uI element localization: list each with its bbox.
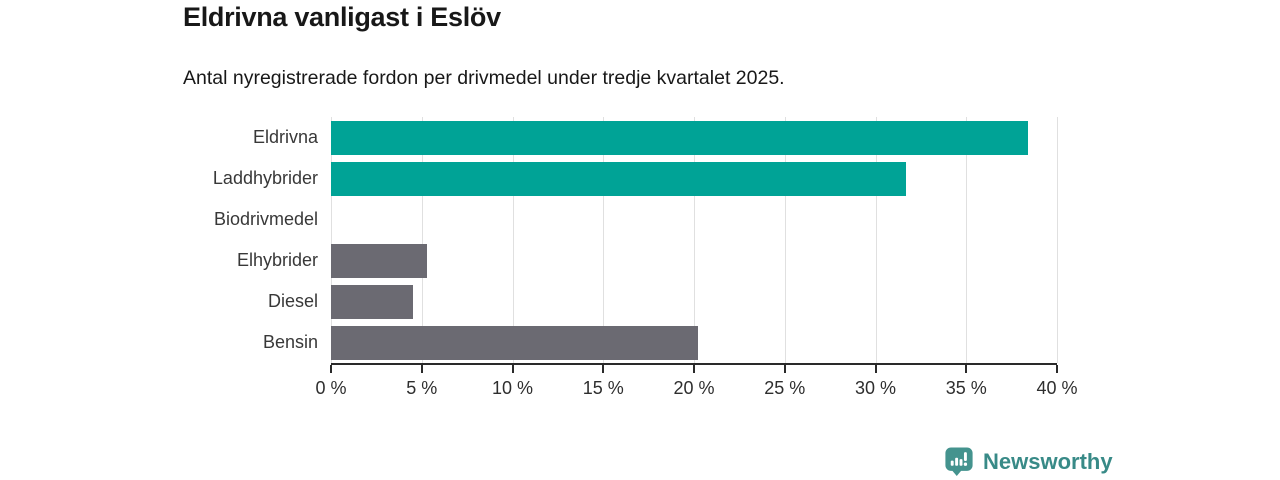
plot-area — [331, 117, 1058, 365]
bar-diesel — [331, 284, 413, 319]
axis-tick-label: 40 % — [1036, 378, 1078, 398]
category-label: Elhybrider — [236, 250, 318, 270]
chart-title: Eldrivna vanligast i Eslöv — [183, 2, 501, 32]
bar-row — [331, 240, 1057, 281]
axis-tick-label: 0 % — [315, 378, 347, 398]
bar-eldrivna — [331, 120, 1028, 155]
axis-tick-label: 20 % — [673, 378, 715, 398]
bar-bensin — [331, 325, 698, 360]
gridline — [421, 117, 423, 363]
newsworthy-logo: Newsworthy — [944, 446, 1113, 477]
bar-row — [331, 322, 1057, 363]
axis-tick — [420, 365, 423, 373]
gridline — [694, 117, 695, 363]
axis-tick — [330, 365, 332, 373]
category-label: Biodrivmedel — [213, 209, 318, 229]
axis-tick-label: 30 % — [854, 378, 897, 398]
gridline — [966, 117, 968, 363]
gridline — [784, 117, 786, 363]
bar-chart-speech-bubble-icon — [945, 447, 973, 477]
axis-tick — [965, 365, 968, 373]
category-label: Diesel — [267, 291, 318, 311]
axis-tick — [1056, 365, 1058, 373]
axis-tick — [783, 365, 786, 373]
category-label: Laddhybrider — [212, 168, 318, 188]
axis-tick — [874, 365, 877, 373]
brand-name: Newsworthy — [983, 448, 1113, 474]
bar-row — [331, 281, 1057, 322]
axis-tick — [602, 365, 605, 373]
bar-laddhybrider — [331, 161, 907, 196]
bar-elhybrider — [331, 243, 428, 278]
category-label: Eldrivna — [252, 127, 318, 147]
bar-row — [331, 158, 1057, 199]
axis-tick — [511, 365, 514, 373]
gridline — [603, 117, 605, 363]
axis-tick-label: 5 % — [406, 378, 438, 398]
gridline — [1057, 117, 1058, 363]
y-axis-labels: Eldrivna Laddhybrider Biodrivmedel Elhybrid… — [0, 117, 318, 363]
bar-row — [331, 117, 1057, 158]
gridline — [875, 117, 877, 363]
bar-chart: Eldrivna Laddhybrider Biodrivmedel Elhybrid… — [0, 117, 1280, 417]
axis-tick-label: 10 % — [491, 378, 534, 398]
axis-tick — [693, 365, 695, 373]
gridline — [331, 117, 332, 363]
chart-subtitle: Antal nyregistrerade fordon per drivmede… — [183, 67, 785, 89]
axis-tick-label: 25 % — [764, 378, 806, 398]
bar-row — [331, 199, 1057, 240]
axis-tick-label: 15 % — [582, 378, 624, 398]
x-axis: 0 % 5 % 10 % 15 % 20 % 25 % 30 % 35 % 40 % — [315, 365, 1078, 410]
category-label: Bensin — [262, 332, 318, 352]
axis-tick-label: 35 % — [945, 378, 987, 398]
gridline — [512, 117, 514, 363]
